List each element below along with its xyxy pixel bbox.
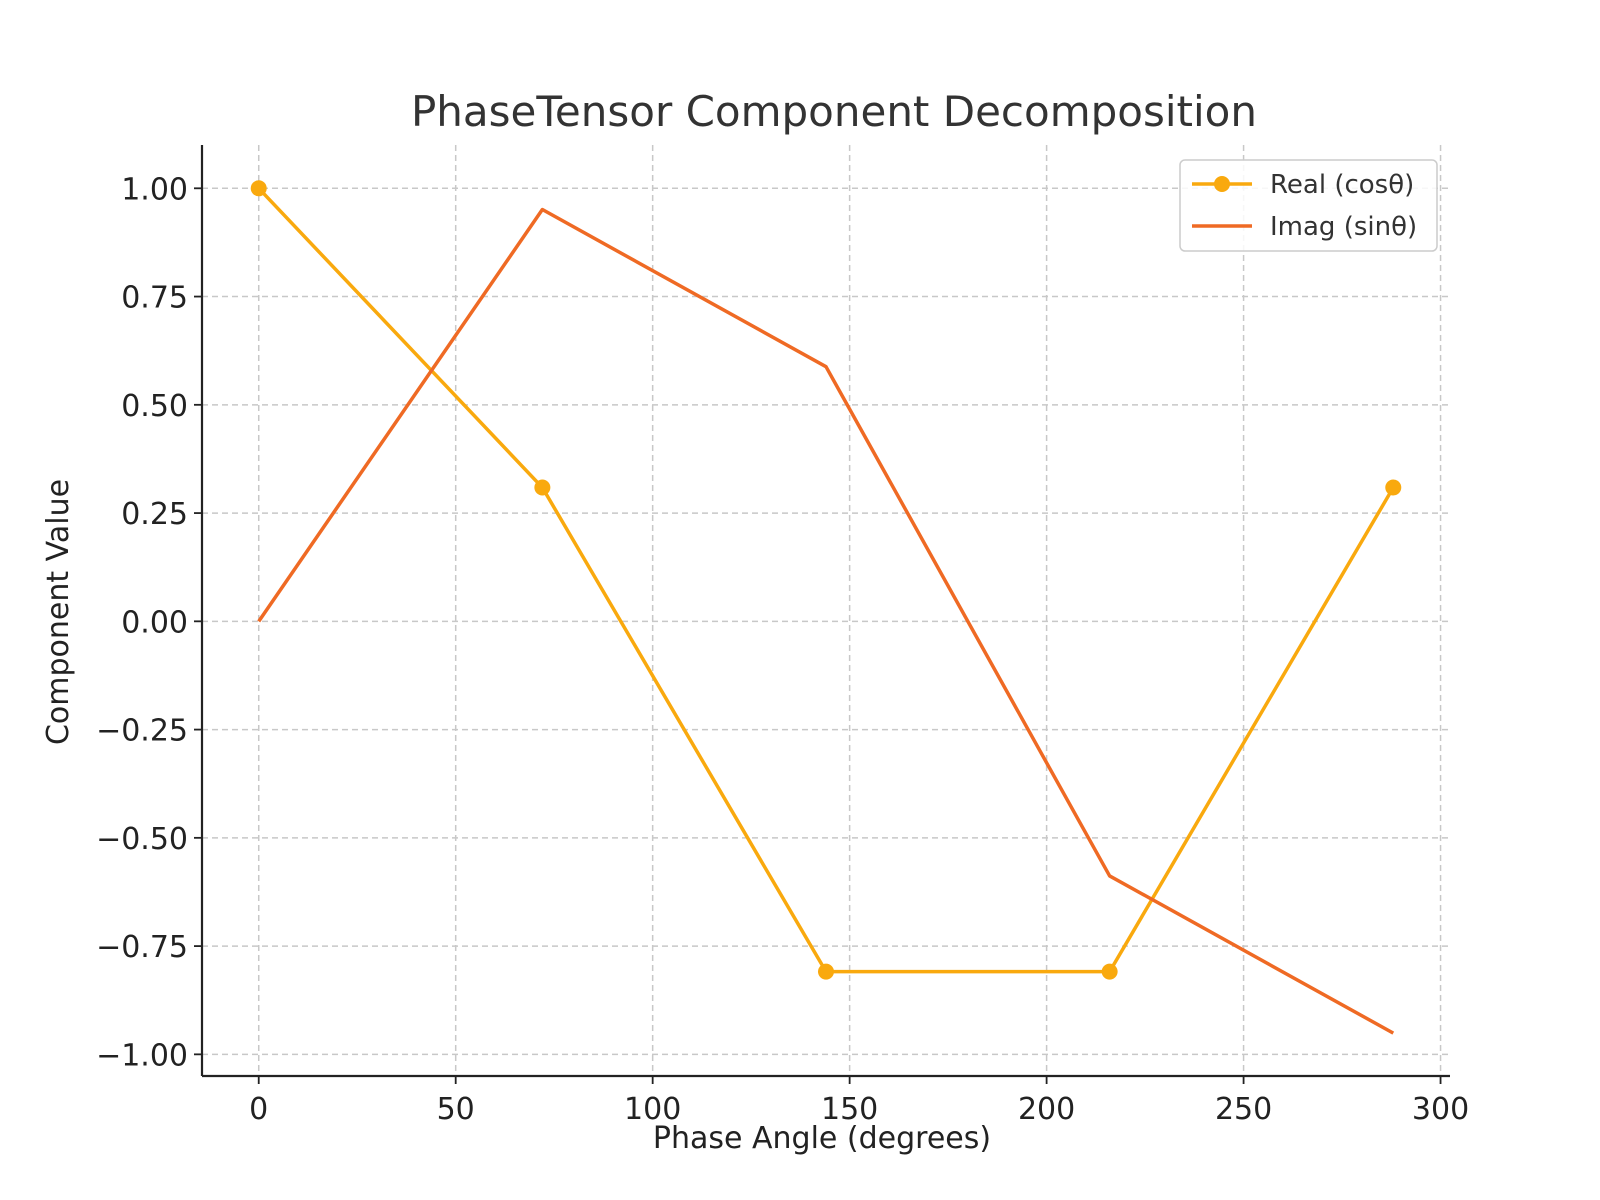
x-tick-label: 250 [1215, 1092, 1272, 1127]
y-axis-label: Component Value [41, 479, 76, 745]
y-tick-label: 0.00 [121, 605, 188, 640]
data-point-0 [1101, 963, 1118, 980]
x-axis-label: Phase Angle (degrees) [653, 1121, 991, 1156]
data-point-0 [818, 963, 834, 980]
legend-marker [1214, 176, 1230, 192]
series-layer [250, 180, 1402, 1035]
y-tick-label: −0.75 [96, 930, 188, 965]
y-tick-label: −0.25 [96, 714, 188, 749]
data-point-0 [1385, 479, 1402, 496]
x-tick-label: 150 [821, 1092, 878, 1127]
y-tick-label: −1.00 [96, 1038, 188, 1073]
y-tick-label: −0.50 [96, 822, 188, 857]
x-tick-label: 300 [1412, 1092, 1469, 1127]
chart-title: PhaseTensor Component Decomposition [411, 87, 1257, 136]
axes [200, 145, 1450, 1078]
legend: Real (cosθ) Imag (sinθ) [1179, 159, 1438, 252]
x-tick-label: 0 [249, 1092, 268, 1127]
grid [202, 145, 1450, 1076]
y-tick-label: 0.50 [121, 389, 188, 424]
y-tick-label: 1.00 [121, 172, 188, 207]
legend-label: Imag (sinθ) [1270, 212, 1417, 242]
y-tick-label: 0.25 [121, 497, 188, 532]
x-tick-label: 50 [437, 1092, 475, 1127]
y-tick-label: 0.75 [121, 281, 188, 316]
series-line-1 [257, 207, 1395, 1035]
ticks: 0 50 100 150 200 250 300 1.00 0.75 0.50 0.25 0.00 −0… [96, 172, 1469, 1127]
data-point-0 [250, 180, 267, 197]
legend-label: Real (cosθ) [1270, 170, 1414, 200]
data-point-0 [534, 479, 551, 496]
x-tick-label: 200 [1018, 1092, 1075, 1127]
series-line-0 [257, 187, 1395, 974]
x-tick-label: 100 [624, 1092, 681, 1127]
